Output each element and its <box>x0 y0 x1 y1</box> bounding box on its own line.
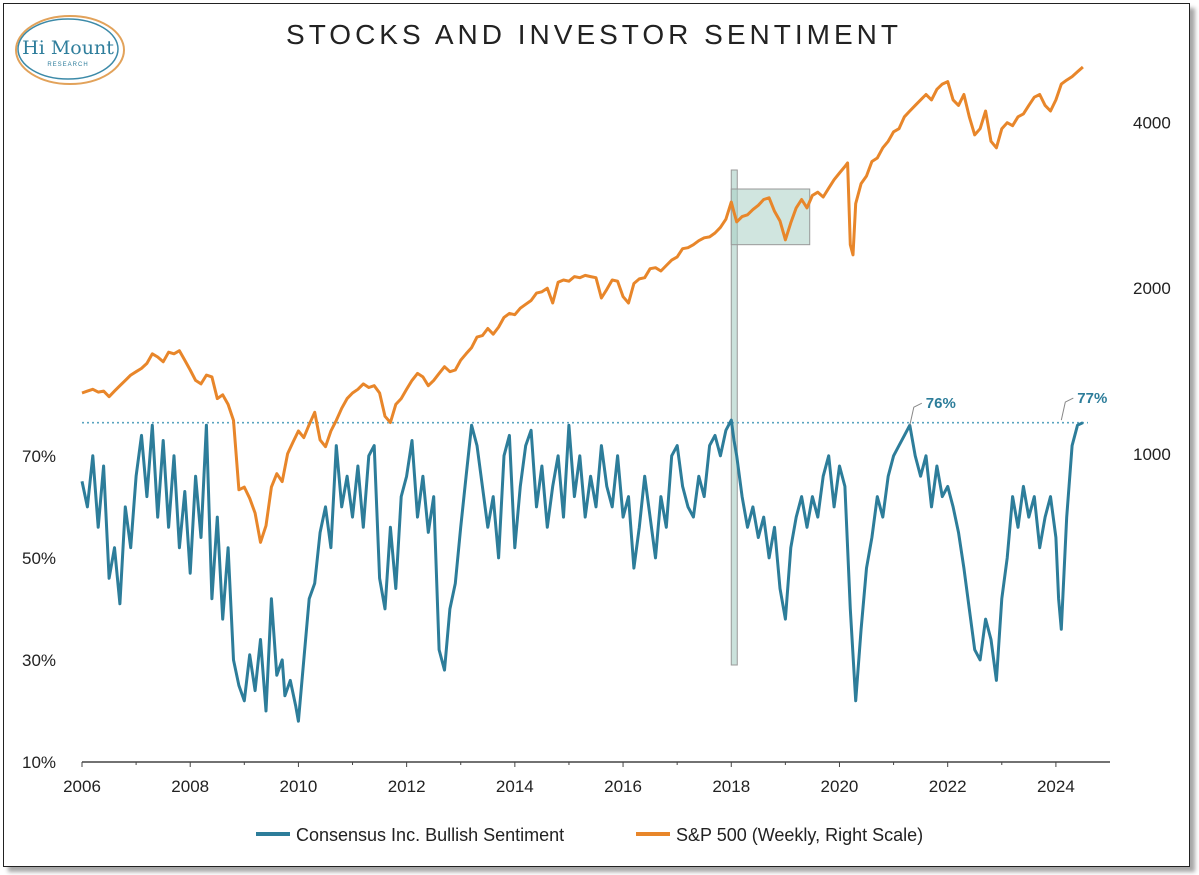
x-tick-label: 2014 <box>496 777 534 796</box>
x-tick-label: 2016 <box>604 777 642 796</box>
chart-title: STOCKS AND INVESTOR SENTIMENT <box>286 19 902 50</box>
series-sentiment-line <box>80 418 1084 723</box>
x-tick-label: 2018 <box>712 777 750 796</box>
x-tick-label: 2022 <box>929 777 967 796</box>
right-tick-label: 2000 <box>1133 279 1171 298</box>
x-tick-label: 2024 <box>1037 777 1075 796</box>
series-sp500-line <box>81 65 1084 544</box>
left-tick-label: 30% <box>22 651 56 670</box>
legend: Consensus Inc. Bullish Sentiment S&P 500… <box>256 825 923 845</box>
plot-area: 76% 77% <box>80 65 1107 723</box>
axes: 2006 2008 2010 2012 2014 2016 2018 2020 2022 2024… <box>22 114 1171 796</box>
x-tick-label: 2008 <box>171 777 209 796</box>
logo-ellipse-outer <box>15 15 125 85</box>
annotation-label: 77% <box>1077 390 1107 407</box>
left-tick-label: 70% <box>22 447 56 466</box>
legend-label-sp500: S&P 500 (Weekly, Right Scale) <box>676 825 923 845</box>
highlight-band <box>730 169 738 666</box>
right-tick-label: 4000 <box>1133 114 1171 133</box>
annotation-label: 76% <box>926 395 956 412</box>
logo-name: Hi Mount <box>22 37 114 59</box>
chart-frame <box>3 3 1190 867</box>
legend-label-sentiment: Consensus Inc. Bullish Sentiment <box>296 825 564 845</box>
annotation-leader <box>909 402 923 426</box>
x-tick-label: 2006 <box>63 777 101 796</box>
logo: Hi Mount RESEARCH <box>15 15 125 85</box>
left-tick-label: 50% <box>22 549 56 568</box>
right-tick-label: 1000 <box>1133 445 1171 464</box>
logo-sub: RESEARCH <box>47 62 88 68</box>
x-tick-label: 2020 <box>821 777 859 796</box>
x-tick-label: 2012 <box>388 777 426 796</box>
x-tick-label: 2010 <box>280 777 318 796</box>
left-tick-label: 10% <box>22 753 56 772</box>
annotation-leader <box>1060 397 1074 421</box>
logo-ellipse-inner <box>17 18 119 80</box>
